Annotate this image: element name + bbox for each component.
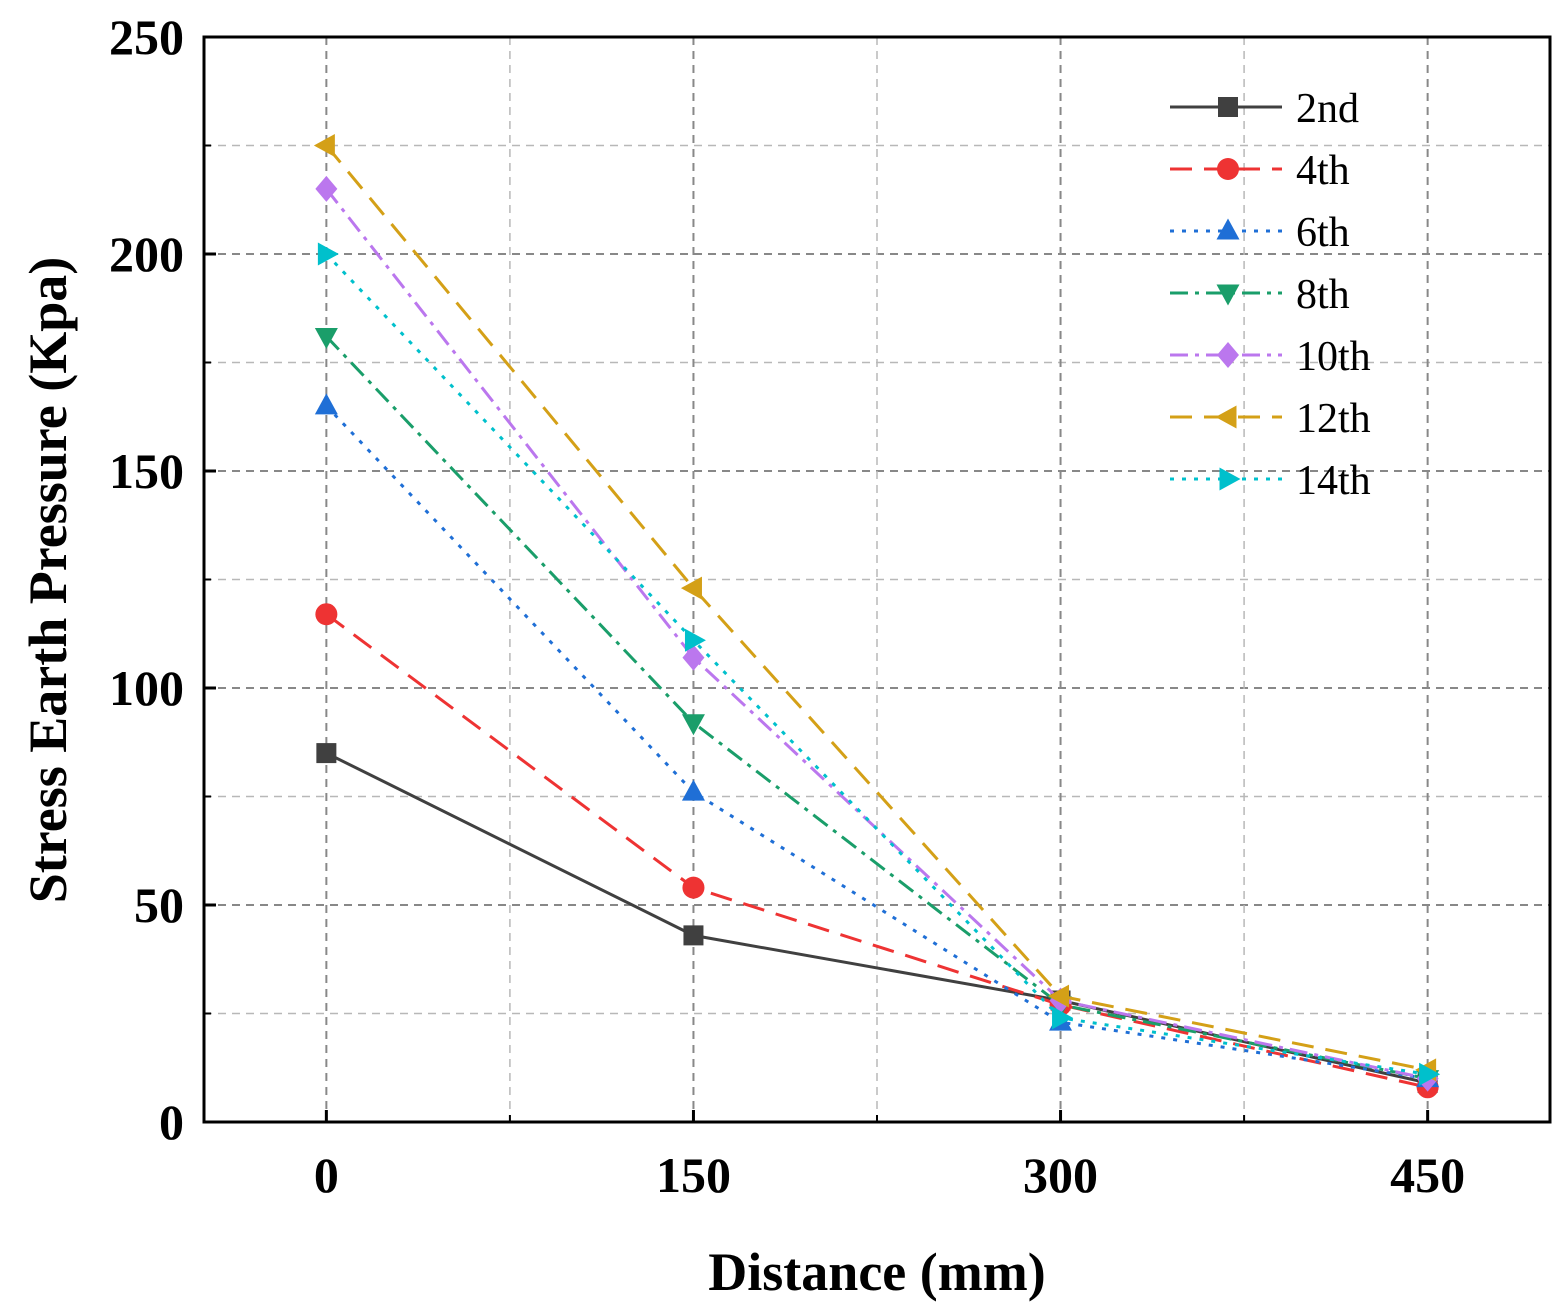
data-point-12th xyxy=(680,576,702,600)
data-point-2nd xyxy=(683,925,704,946)
series-line-8th xyxy=(325,335,1428,1081)
y-tick-label: 250 xyxy=(109,9,184,65)
data-point-4th xyxy=(682,876,705,899)
legend-marker xyxy=(1219,467,1241,491)
series-14th xyxy=(317,242,1441,1086)
series-layer xyxy=(313,134,1441,1099)
data-point-6th xyxy=(314,393,338,415)
y-tick-label: 100 xyxy=(109,660,184,716)
y-tick-label: 0 xyxy=(159,1094,184,1150)
legend-item-2nd: 2nd xyxy=(1170,86,1359,132)
data-point-14th xyxy=(1052,1006,1074,1030)
data-point-12th xyxy=(313,134,335,157)
data-point-10th xyxy=(682,644,705,671)
y-tick-label: 150 xyxy=(109,443,184,499)
x-tick-label: 150 xyxy=(656,1147,731,1203)
grid xyxy=(204,37,1550,1122)
legend-label: 8th xyxy=(1296,272,1350,318)
legend: 2nd 4th 6th 8th 10th 12th 14th xyxy=(1170,86,1371,504)
legend-label: 12th xyxy=(1296,396,1371,442)
axes: 0 50 100 150 200 250 0 150 300 450 xyxy=(109,9,1465,1203)
legend-label: 6th xyxy=(1296,210,1350,256)
data-point-14th xyxy=(317,242,339,266)
legend-marker xyxy=(1215,405,1237,429)
data-point-8th xyxy=(681,714,705,736)
legend-marker xyxy=(1216,284,1240,306)
legend-marker xyxy=(1217,342,1239,368)
x-tick-label: 450 xyxy=(1390,1147,1465,1203)
y-tick-label: 50 xyxy=(134,877,184,933)
y-tick-label: 200 xyxy=(109,226,184,282)
data-point-8th xyxy=(314,327,338,349)
y-axis-title: Stress Earth Pressure (Kpa) xyxy=(18,257,78,903)
data-point-2nd xyxy=(316,743,337,764)
data-point-6th xyxy=(681,779,705,801)
legend-label: 2nd xyxy=(1296,86,1359,132)
legend-item-12th: 12th xyxy=(1170,396,1371,442)
series-line-2nd xyxy=(325,751,1428,1085)
series-line-12th xyxy=(325,144,1428,1072)
legend-label: 10th xyxy=(1296,334,1371,380)
legend-item-4th: 4th xyxy=(1170,148,1350,194)
series-line-10th xyxy=(325,187,1428,1081)
x-tick-label: 0 xyxy=(314,1147,339,1203)
series-line-6th xyxy=(325,404,1428,1081)
legend-label: 4th xyxy=(1296,148,1350,194)
legend-marker xyxy=(1218,97,1238,117)
legend-item-8th: 8th xyxy=(1170,272,1350,318)
series-line-14th xyxy=(325,252,1428,1076)
data-point-4th xyxy=(315,603,338,626)
legend-item-14th: 14th xyxy=(1170,458,1371,504)
x-axis-title: Distance (mm) xyxy=(708,1242,1045,1302)
data-point-12th xyxy=(1048,984,1070,1008)
data-point-14th xyxy=(1419,1062,1441,1086)
data-point-14th xyxy=(684,628,706,652)
legend-marker xyxy=(1217,158,1239,180)
legend-marker xyxy=(1216,218,1240,240)
data-point-10th xyxy=(315,175,338,202)
series-12th xyxy=(313,134,1437,1082)
legend-label: 14th xyxy=(1296,458,1371,504)
x-tick-label: 300 xyxy=(1023,1147,1098,1203)
legend-item-6th: 6th xyxy=(1170,210,1350,256)
legend-item-10th: 10th xyxy=(1170,334,1371,380)
series-line-4th xyxy=(325,613,1428,1089)
